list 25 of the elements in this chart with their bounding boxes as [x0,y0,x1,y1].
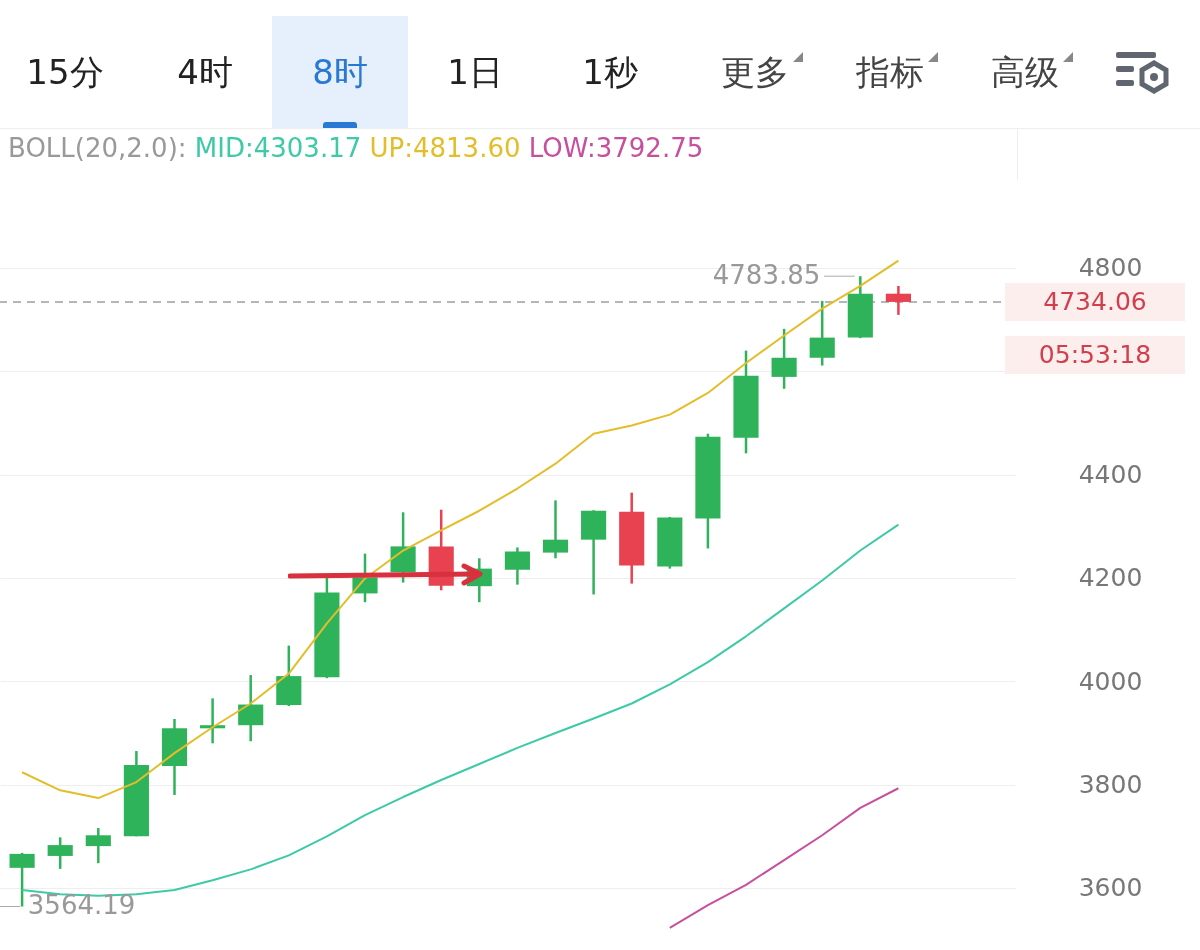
annotation: 4783.85 [712,260,821,291]
text: LOW:3792.75 [528,133,704,163]
line-series [668,787,900,929]
line-series [21,259,900,800]
text: 1秒 [582,52,638,92]
text: 1日 [447,52,503,92]
y-tick-label: 4400 [1078,460,1143,490]
y-tick-label: 4200 [1078,563,1143,593]
text: 高级 [991,52,1059,92]
candlestick [885,284,911,317]
ref-line-label: 4734.06 [1043,286,1147,316]
text: 更多 [721,52,789,92]
text: 15分 [26,52,104,92]
y-tick-label: 4800 [1078,253,1143,283]
text: 4时 [177,52,233,92]
legend-title: BOLL(20,2.0): [8,133,188,163]
y-tick-label: 4000 [1078,666,1143,696]
text: MID:4303.17 [194,133,363,163]
y-tick-label: 3800 [1078,770,1143,800]
text: 指标 [856,52,924,92]
annotation: 3564.19 [27,890,136,921]
y-tick-label: 3600 [1078,873,1143,903]
text: 8时 [312,52,368,92]
text: 05:53:18 [1038,339,1152,369]
text: UP:4813.60 [369,133,522,163]
